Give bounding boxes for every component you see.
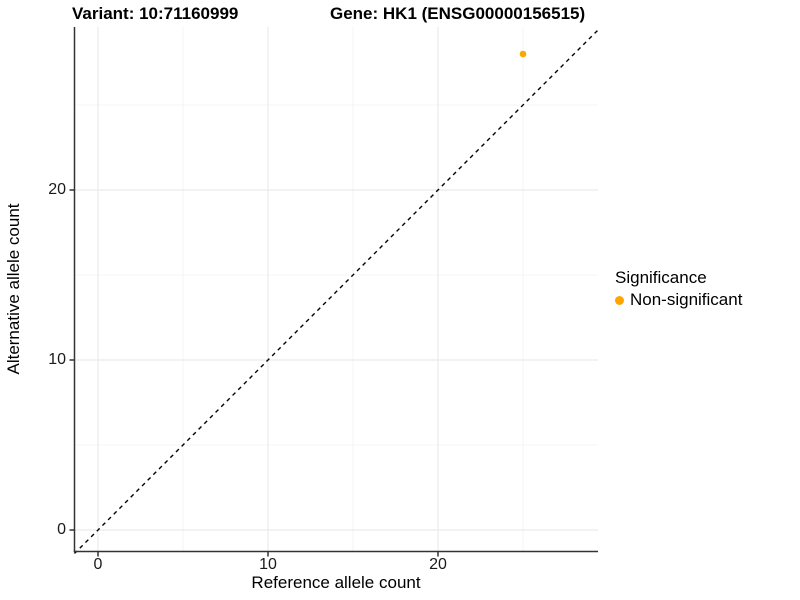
x-tick-label: 20	[429, 556, 447, 573]
plot-title-gene: Gene: HK1 (ENSG00000156515)	[330, 4, 586, 23]
data-point	[519, 50, 527, 58]
legend-point-icon	[615, 295, 624, 305]
plot-title-variant: Variant: 10:71160999	[72, 4, 239, 23]
y-tick-label: 20	[48, 181, 66, 198]
y-axis-title: Alternative allele count	[4, 203, 23, 375]
x-tick-label: 0	[93, 556, 103, 573]
legend-item-label: Non-significant	[630, 290, 743, 309]
identity-dashed-line	[74, 28, 599, 554]
y-tick-label: 0	[57, 521, 66, 538]
x-tick-label: 10	[259, 556, 277, 573]
legend: Significance Non-significant	[615, 268, 742, 310]
legend-title: Significance	[615, 268, 707, 287]
x-axis-title: Reference allele count	[251, 573, 421, 592]
y-tick-label: 10	[48, 351, 66, 368]
legend-item: Non-significant	[615, 290, 742, 310]
